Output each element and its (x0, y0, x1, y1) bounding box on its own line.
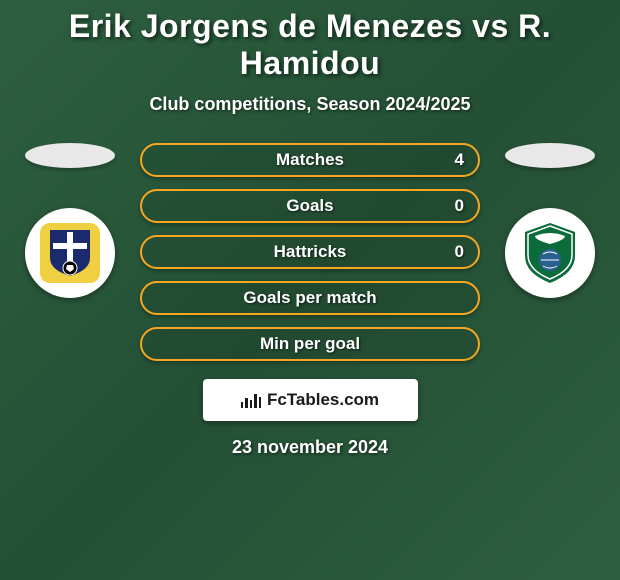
left-club-crest (25, 208, 115, 298)
stat-row-goals: Goals 0 (140, 189, 480, 223)
right-player-avatar (505, 143, 595, 168)
right-club-crest (505, 208, 595, 298)
stat-value-right: 0 (455, 196, 464, 216)
stat-row-matches: Matches 4 (140, 143, 480, 177)
stat-label: Matches (276, 150, 344, 170)
stat-row-goals-per-match: Goals per match (140, 281, 480, 315)
comparison-row: Matches 4 Goals 0 Hattricks 0 Goals per … (0, 143, 620, 361)
stats-column: Matches 4 Goals 0 Hattricks 0 Goals per … (140, 143, 480, 361)
stat-value-right: 4 (455, 150, 464, 170)
stat-row-min-per-goal: Min per goal (140, 327, 480, 361)
subtitle: Club competitions, Season 2024/2025 (0, 94, 620, 115)
stat-label: Goals per match (243, 288, 376, 308)
date-text: 23 november 2024 (0, 437, 620, 458)
stat-row-hattricks: Hattricks 0 (140, 235, 480, 269)
stat-label: Hattricks (274, 242, 347, 262)
left-player-avatar (25, 143, 115, 168)
right-player-col (500, 143, 600, 298)
bar-chart-icon (241, 392, 261, 408)
shield-icon (35, 218, 105, 288)
stat-value-right: 0 (455, 242, 464, 262)
brand-badge[interactable]: FcTables.com (203, 379, 418, 421)
stat-label: Goals (286, 196, 333, 216)
left-player-col (20, 143, 120, 298)
brand-name: FcTables.com (267, 390, 379, 410)
stat-label: Min per goal (260, 334, 360, 354)
shield-icon (515, 218, 585, 288)
page-title: Erik Jorgens de Menezes vs R. Hamidou (0, 8, 620, 82)
